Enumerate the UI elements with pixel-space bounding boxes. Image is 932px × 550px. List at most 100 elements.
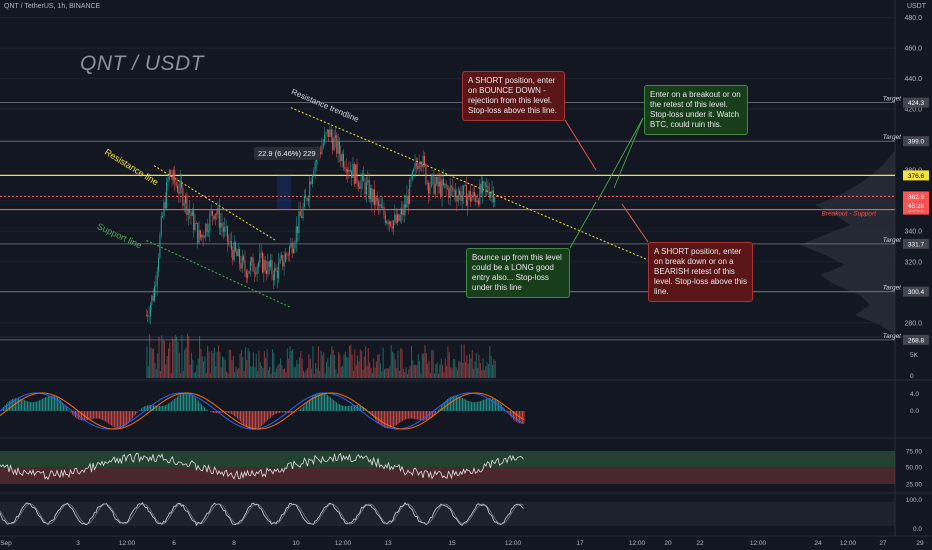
- candle-body: [463, 185, 465, 196]
- volume-bar: [235, 366, 237, 378]
- volume-bar: [375, 361, 377, 378]
- volume-bar: [465, 362, 466, 378]
- macd-bar: [42, 398, 43, 411]
- candle-body: [280, 255, 282, 259]
- macd-bar: [379, 411, 381, 425]
- volume-bar: [481, 370, 483, 378]
- volume-bar: [203, 361, 205, 378]
- volume-bar: [298, 357, 300, 378]
- macd-bar: [240, 411, 241, 422]
- macd-bar: [288, 411, 289, 414]
- volume-bar: [243, 370, 245, 378]
- macd-bar: [186, 392, 187, 411]
- candle-body: [399, 214, 401, 221]
- macd-bar: [310, 397, 312, 411]
- trendline-label: Support line: [96, 221, 144, 250]
- volume-bar: [190, 352, 192, 378]
- macd-bar: [96, 411, 97, 419]
- macd-bar: [58, 398, 60, 411]
- volume-bar: [297, 364, 299, 378]
- macd-bar: [28, 401, 30, 411]
- volume-bar: [485, 366, 487, 378]
- volume-bar: [446, 365, 448, 378]
- level-price-tag: [903, 334, 929, 345]
- volume-bar: [396, 368, 398, 378]
- candle-body: [236, 251, 238, 257]
- macd-bar: [67, 409, 69, 411]
- volume-bar: [342, 365, 344, 378]
- volume-bar: [231, 360, 233, 378]
- level-price-tag: [903, 136, 929, 147]
- macd-bar: [490, 398, 492, 411]
- volume-bar: [366, 365, 368, 378]
- macd-bar: [45, 397, 46, 411]
- macd-bar: [106, 411, 108, 423]
- volume-bar: [402, 368, 404, 378]
- candle-body: [414, 162, 416, 169]
- macd-bar: [75, 411, 76, 418]
- candle-body: [286, 253, 288, 255]
- candle-body: [444, 183, 446, 185]
- macd-bar: [433, 411, 435, 415]
- volume-bar: [290, 351, 292, 378]
- level-price-tag: [903, 97, 929, 108]
- candle-body: [328, 129, 330, 137]
- candle-body: [380, 204, 382, 208]
- volume-bar: [339, 354, 341, 378]
- price-tick-label: 440.0: [904, 76, 922, 83]
- macd-bar: [63, 403, 64, 411]
- macd-bar: [394, 411, 396, 426]
- macd-bar: [66, 407, 67, 411]
- volume-bar: [451, 368, 453, 378]
- macd-bar: [229, 411, 231, 414]
- candle-body: [379, 204, 381, 207]
- macd-bar: [301, 407, 303, 411]
- macd-bar: [157, 405, 159, 411]
- candle-body: [487, 185, 489, 192]
- macd-bar: [268, 411, 270, 419]
- macd-bar: [307, 401, 309, 411]
- macd-bar: [361, 406, 363, 411]
- macd-bar: [453, 395, 454, 411]
- candle-body: [198, 230, 200, 243]
- candle-body: [149, 304, 151, 317]
- candle-body: [190, 212, 192, 217]
- volume-bar: [359, 349, 361, 378]
- volume-bar: [300, 351, 302, 378]
- volume-bar: [330, 354, 331, 378]
- volume-profile: [800, 150, 895, 335]
- annotation-short-bounce: A SHORT position, enter on BOUNCE DOWN -…: [462, 71, 565, 121]
- candle-body: [191, 210, 193, 217]
- candle-body: [310, 181, 312, 184]
- volume-bar: [188, 335, 190, 378]
- macd-bar: [430, 411, 432, 418]
- candle-body: [344, 166, 346, 169]
- price-tick-label: 460.0: [904, 46, 922, 53]
- macd-bar: [319, 392, 321, 411]
- macd-bar: [12, 399, 13, 411]
- candle-body: [456, 196, 458, 202]
- macd-bar: [204, 407, 205, 411]
- macd-bar: [316, 393, 318, 411]
- macd-bar: [94, 411, 96, 419]
- macd-bar: [22, 399, 24, 411]
- volume-bar: [311, 368, 313, 378]
- candle-body: [251, 257, 253, 262]
- volume-bar: [473, 369, 475, 378]
- candle-body: [367, 180, 369, 183]
- level-label: Target: [883, 134, 902, 141]
- candle-body: [264, 259, 266, 271]
- macd-bar: [468, 400, 469, 411]
- candle-body: [262, 252, 263, 273]
- candle-body: [229, 241, 231, 243]
- level-price-label: 376.6: [908, 173, 925, 180]
- macd-bar: [18, 398, 19, 411]
- volume-bar: [340, 367, 342, 378]
- stoch-d-line: [0, 503, 524, 525]
- macd-bar: [463, 398, 465, 411]
- volume-bar: [442, 364, 444, 378]
- volume-bar: [208, 351, 210, 378]
- macd-bar: [298, 410, 300, 411]
- candle-body: [185, 195, 187, 204]
